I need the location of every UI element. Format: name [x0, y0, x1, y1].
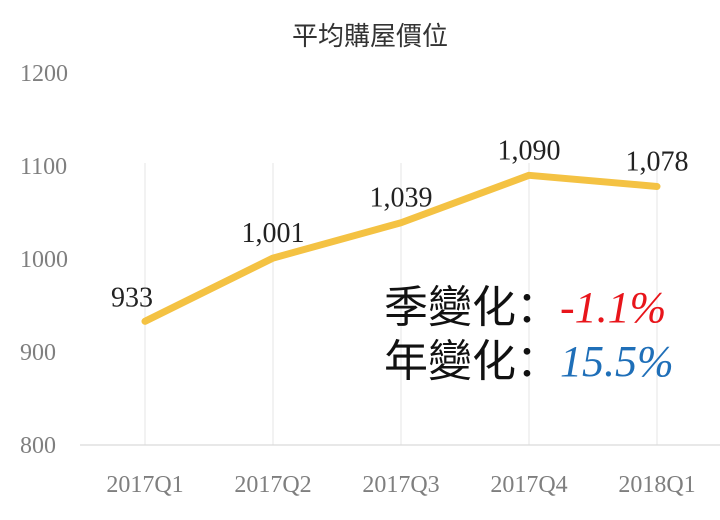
yoy-colon: ： — [516, 336, 560, 387]
series-line — [141, 171, 661, 325]
qoq-change-annotation: 季變化：-1.1% — [384, 283, 666, 333]
data-label: 1,090 — [498, 135, 561, 166]
data-label: 1,039 — [370, 183, 433, 214]
y-tick-label: 800 — [20, 433, 56, 459]
x-tick-label: 2017Q1 — [106, 472, 183, 498]
data-point — [527, 173, 531, 178]
x-tick-label: 2017Q4 — [490, 472, 567, 498]
qoq-value: -1.1% — [560, 283, 667, 332]
y-tick-label: 900 — [20, 340, 56, 366]
x-tick-label: 2018Q1 — [618, 472, 695, 498]
yoy-value: 15.5% — [560, 337, 674, 386]
data-point — [271, 256, 275, 261]
data-labels: 933 1,001 1,039 1,090 1,078 — [111, 135, 689, 313]
chart-title: 平均購屋價位 — [292, 22, 448, 51]
y-tick-label: 1100 — [20, 154, 67, 180]
data-point — [655, 184, 659, 189]
y-tick-label: 1200 — [20, 61, 68, 87]
data-label: 933 — [111, 282, 153, 313]
y-axis-ticks: 800 900 1000 1100 1200 — [20, 61, 68, 459]
x-axis-ticks: 2017Q1 2017Q2 2017Q3 2017Q4 2018Q1 — [106, 472, 695, 498]
qoq-colon: ： — [516, 282, 560, 333]
x-tick-label: 2017Q3 — [362, 472, 439, 498]
y-tick-label: 1000 — [20, 247, 68, 273]
qoq-label: 季變化 — [384, 282, 516, 333]
data-point — [399, 220, 403, 225]
yoy-label: 年變化 — [384, 336, 516, 387]
data-label: 1,001 — [242, 218, 305, 249]
data-label: 1,078 — [626, 146, 689, 177]
gridlines — [80, 163, 720, 446]
x-tick-label: 2017Q2 — [234, 472, 311, 498]
data-point — [143, 319, 147, 324]
yoy-change-annotation: 年變化：15.5% — [384, 337, 674, 387]
